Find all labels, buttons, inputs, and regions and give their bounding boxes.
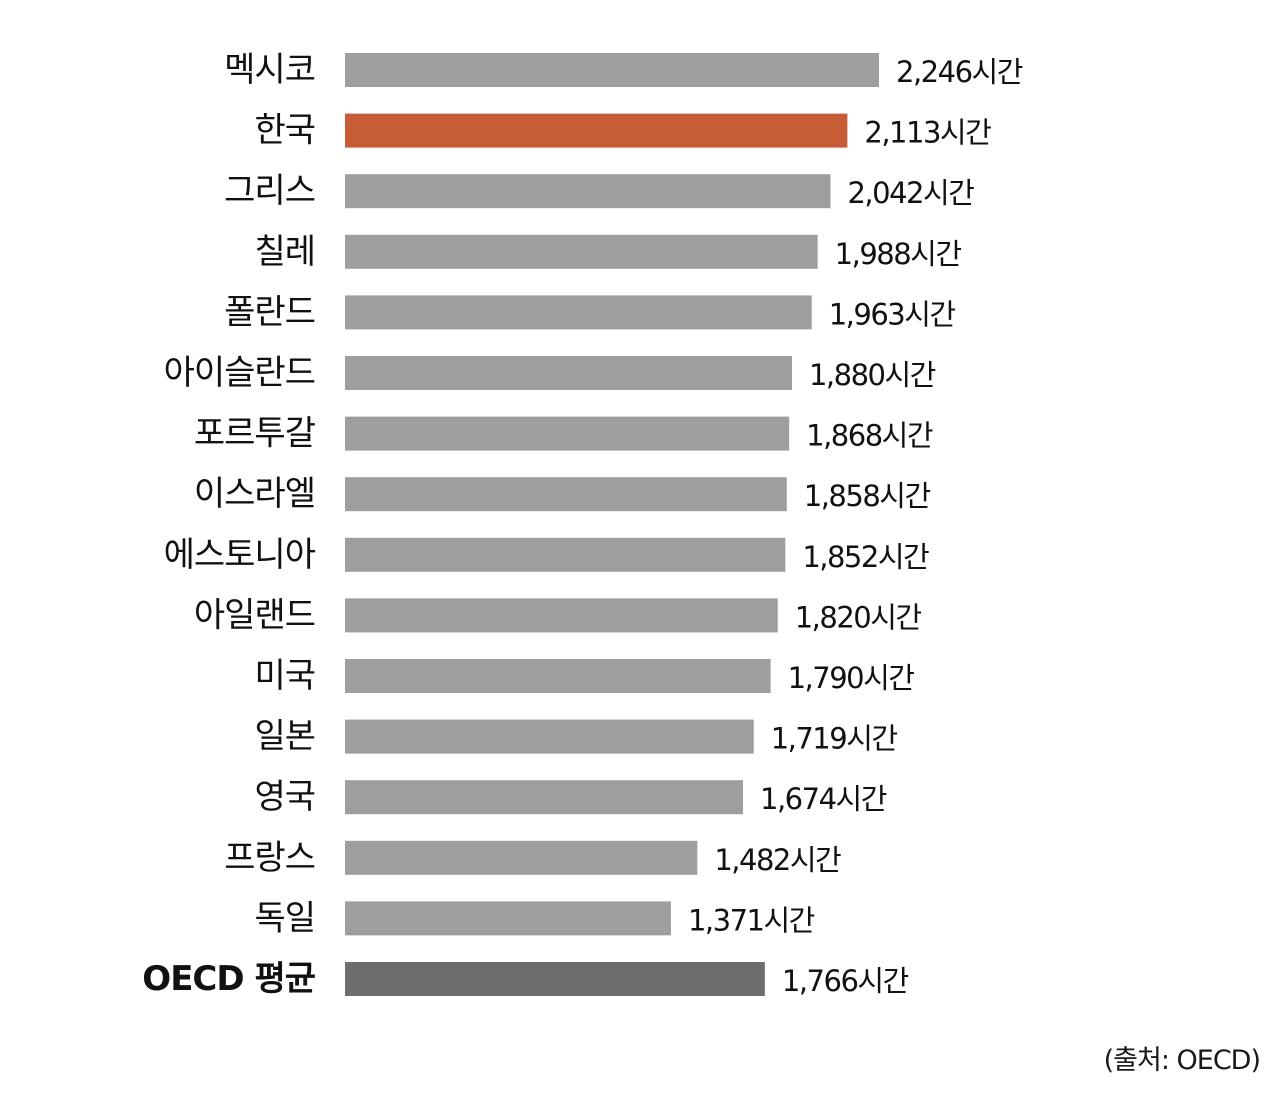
category-label: OECD 평균 — [142, 959, 315, 999]
category-label: 폴란드 — [224, 292, 315, 332]
category-label: 일본 — [254, 717, 315, 757]
value-label: 1,371시간 — [688, 903, 815, 937]
value-label: 1,820시간 — [795, 600, 922, 634]
value-label: 1,790시간 — [788, 661, 915, 695]
category-label: 한국 — [254, 111, 315, 151]
bar — [345, 295, 812, 330]
bar — [345, 477, 787, 512]
highlighted-bar — [345, 113, 848, 148]
value-label: 1,858시간 — [804, 479, 931, 513]
bar — [345, 719, 754, 754]
bar — [345, 901, 671, 936]
bar — [345, 356, 792, 390]
value-label: 1,766시간 — [782, 964, 909, 998]
bar — [345, 537, 786, 572]
category-label: 아이슬란드 — [164, 353, 315, 393]
category-label: 포르투갈 — [194, 414, 316, 454]
value-label: 2,246시간 — [896, 55, 1023, 89]
category-label: 프랑스 — [224, 838, 315, 878]
average-bar — [345, 962, 765, 996]
category-label: 멕시코 — [224, 50, 315, 90]
category-label: 칠레 — [254, 232, 315, 272]
bar — [345, 780, 744, 815]
value-label: 1,852시간 — [802, 540, 929, 574]
category-label: 이스라엘 — [194, 474, 315, 514]
source-note: (출처: OECD) — [1103, 1045, 1261, 1076]
category-label: 아일랜드 — [194, 595, 315, 635]
category-label: 그리스 — [224, 171, 315, 211]
category-label: 독일 — [254, 898, 315, 938]
value-label: 1,868시간 — [806, 419, 933, 453]
bar — [345, 53, 879, 87]
value-label: 1,482시간 — [714, 843, 841, 877]
category-label: 미국 — [254, 656, 315, 696]
value-label: 1,719시간 — [771, 722, 898, 756]
value-label: 2,113시간 — [864, 116, 991, 150]
value-label: 1,988시간 — [835, 237, 962, 271]
category-label: 에스토니아 — [164, 535, 316, 575]
bar — [345, 598, 778, 633]
category-label: 영국 — [254, 777, 315, 817]
bar — [345, 174, 831, 209]
value-label: 1,674시간 — [760, 782, 887, 816]
bar — [345, 416, 790, 451]
value-label: 1,880시간 — [809, 358, 936, 392]
bar — [345, 234, 818, 269]
bar — [345, 659, 771, 693]
value-label: 2,042시간 — [847, 176, 974, 210]
bar — [345, 840, 698, 875]
value-label: 1,963시간 — [829, 297, 956, 331]
